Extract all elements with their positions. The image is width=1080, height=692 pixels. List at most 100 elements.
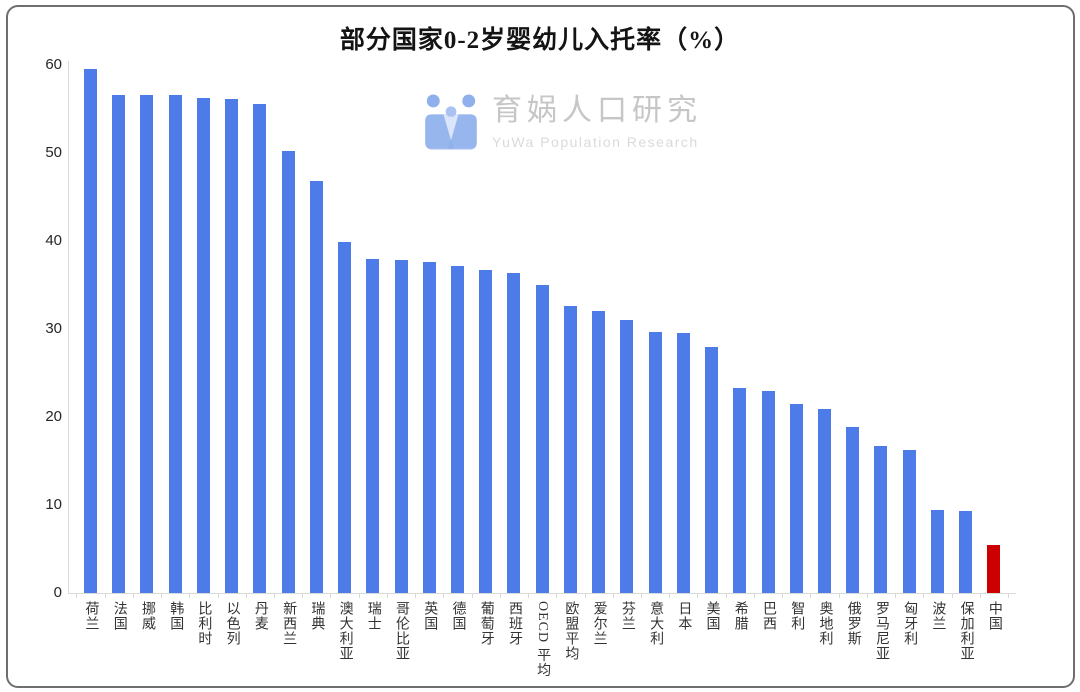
bar-新西兰 <box>281 151 295 593</box>
x-axis-tick <box>612 594 614 598</box>
x-label-芬兰: 芬兰 <box>619 601 635 631</box>
x-label-美国: 美国 <box>704 601 720 631</box>
x-label-中国: 中国 <box>986 601 1002 631</box>
bar-澳大利亚 <box>338 241 352 593</box>
x-axis-tick <box>753 594 755 598</box>
x-axis-tick <box>471 594 473 598</box>
plot-area <box>68 61 1016 598</box>
x-label-韩国: 韩国 <box>168 601 184 631</box>
x-label-荷兰: 荷兰 <box>83 601 99 631</box>
x-axis-tick <box>810 594 812 598</box>
bar-保加利亚 <box>959 511 973 593</box>
x-label-巴西: 巴西 <box>761 601 777 631</box>
bar-智利 <box>789 403 803 593</box>
bar-爱尔兰 <box>592 311 606 593</box>
x-axis-tick <box>669 594 671 598</box>
x-axis-tick <box>189 594 191 598</box>
bar-丹麦 <box>253 103 267 593</box>
bar-芬兰 <box>620 320 634 593</box>
x-axis-tick <box>415 594 417 598</box>
bar-中国 <box>987 545 1001 593</box>
x-axis-tick <box>132 594 134 598</box>
y-tick-label-40: 40 <box>45 232 62 249</box>
x-axis-tick <box>640 594 642 598</box>
x-axis-tick <box>358 594 360 598</box>
bar-匈牙利 <box>902 450 916 593</box>
y-tick-label-0: 0 <box>53 584 62 601</box>
bar-OECD 平均 <box>535 285 549 593</box>
x-label-瑞典: 瑞典 <box>309 601 325 631</box>
x-label-罗马尼亚: 罗马尼亚 <box>873 601 889 661</box>
x-label-比利时: 比利时 <box>196 601 212 646</box>
y-axis-line <box>68 61 69 594</box>
x-label-英国: 英国 <box>422 601 438 631</box>
y-axis-labels: 0 10 20 30 40 50 60 <box>24 56 62 601</box>
bar-俄罗斯 <box>846 426 860 593</box>
x-label-法国: 法国 <box>111 601 127 631</box>
bar-以色列 <box>225 99 239 593</box>
x-label-葡萄牙: 葡萄牙 <box>478 601 494 646</box>
x-label-波兰: 波兰 <box>930 601 946 631</box>
x-label-挪威: 挪威 <box>139 601 155 631</box>
y-tick-label-60: 60 <box>45 56 62 73</box>
y-tick-label-50: 50 <box>45 144 62 161</box>
x-label-匈牙利: 匈牙利 <box>902 601 918 646</box>
x-axis-tick <box>76 594 78 598</box>
x-axis-tick <box>443 594 445 598</box>
bar-荷兰 <box>84 68 97 593</box>
x-axis-tick <box>217 594 219 598</box>
watermark-en: YuWa Population Research <box>492 134 699 150</box>
bar-法国 <box>112 94 126 593</box>
x-axis-tick <box>245 594 247 598</box>
x-label-OECD 平均: OECD 平均 <box>535 601 551 678</box>
x-axis-tick <box>923 594 925 598</box>
bar-日本 <box>676 332 690 593</box>
bar-西班牙 <box>507 272 521 593</box>
bar-波兰 <box>930 510 944 593</box>
x-label-俄罗斯: 俄罗斯 <box>845 601 861 646</box>
y-tick-label-30: 30 <box>45 320 62 337</box>
bar-德国 <box>450 265 464 593</box>
x-label-瑞士: 瑞士 <box>365 601 381 631</box>
watermark-text: 育娲人口研究 YuWa Population Research <box>492 94 702 150</box>
x-axis-tick <box>725 594 727 598</box>
bar-瑞典 <box>309 181 323 593</box>
x-label-保加利亚: 保加利亚 <box>958 601 974 661</box>
bar-罗马尼亚 <box>874 446 888 593</box>
bar-韩国 <box>168 94 182 593</box>
x-axis-tick <box>1007 594 1009 598</box>
watermark-cn: 育娲人口研究 <box>492 94 702 127</box>
x-label-以色列: 以色列 <box>224 601 240 646</box>
x-axis-tick <box>697 594 699 598</box>
bar-意大利 <box>648 331 662 593</box>
x-label-德国: 德国 <box>450 601 466 631</box>
x-label-澳大利亚: 澳大利亚 <box>337 601 353 661</box>
chart-title: 部分国家0-2岁婴幼儿入托率（%） <box>339 27 741 54</box>
x-label-意大利: 意大利 <box>648 601 664 646</box>
bar-英国 <box>422 262 436 593</box>
x-label-爱尔兰: 爱尔兰 <box>591 601 607 646</box>
x-axis-tick <box>556 594 558 598</box>
x-label-希腊: 希腊 <box>732 601 748 631</box>
x-axis-tick <box>782 594 784 598</box>
x-axis-labels: 荷兰 法国 挪威 韩国 比利时 以色列 丹麦 新西兰 瑞典 澳大利亚 瑞士 哥伦比亚 英国 德国 葡萄牙 西班… <box>68 601 1016 689</box>
bar-希腊 <box>733 387 747 593</box>
x-axis-line <box>68 593 1016 594</box>
x-axis-tick <box>499 594 501 598</box>
x-axis-tick <box>951 594 953 598</box>
x-axis-tick <box>273 594 275 598</box>
x-label-西班牙: 西班牙 <box>506 601 522 646</box>
x-axis-tick <box>386 594 388 598</box>
x-label-奥地利: 奥地利 <box>817 601 833 646</box>
x-axis-tick <box>838 594 840 598</box>
x-axis-tick <box>979 594 981 598</box>
x-axis-tick <box>895 594 897 598</box>
yuwa-logo-icon <box>425 94 477 150</box>
bar-瑞士 <box>366 259 380 593</box>
bar-比利时 <box>196 97 210 593</box>
y-tick-label-20: 20 <box>45 408 62 425</box>
bar-挪威 <box>140 94 154 593</box>
x-axis-tick <box>161 594 163 598</box>
x-axis-tick <box>330 594 332 598</box>
x-label-日本: 日本 <box>676 601 692 631</box>
